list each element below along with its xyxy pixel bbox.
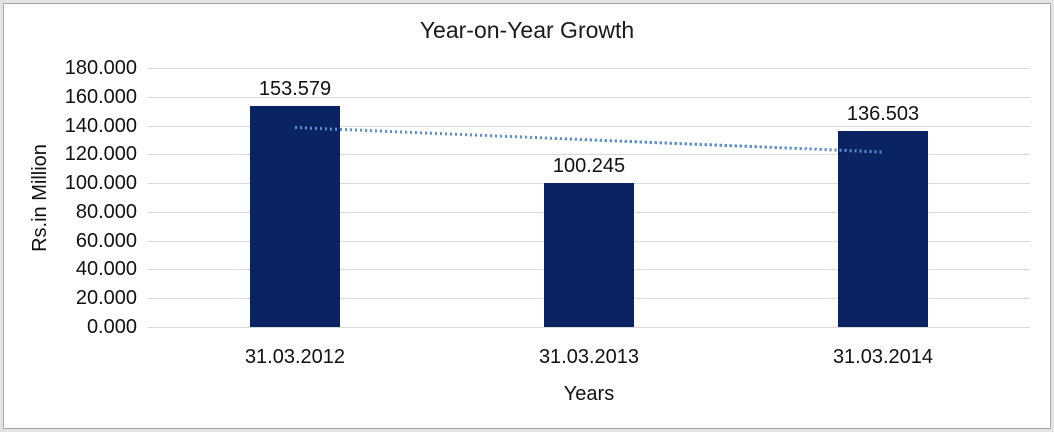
data-label: 100.245 bbox=[552, 155, 626, 177]
x-axis-category-label: 31.03.2013 bbox=[538, 346, 640, 368]
chart-title: Year-on-Year Growth bbox=[419, 17, 635, 43]
x-axis-category-label: 31.03.2012 bbox=[244, 346, 346, 368]
gridline bbox=[148, 327, 1030, 328]
gridline bbox=[148, 68, 1030, 69]
y-axis-tick-label: 40.000 bbox=[75, 258, 137, 280]
y-axis-tick-label: 160.000 bbox=[64, 86, 137, 108]
y-axis-tick-label: 60.000 bbox=[75, 230, 137, 252]
y-axis-tick-label: 180.000 bbox=[64, 57, 137, 79]
bar bbox=[544, 183, 634, 327]
x-axis-title: Years bbox=[563, 383, 615, 405]
gridline bbox=[148, 97, 1030, 98]
data-label: 153.579 bbox=[258, 78, 332, 100]
y-axis-tick-label: 120.000 bbox=[64, 143, 137, 165]
trendline bbox=[294, 126, 884, 154]
gridline bbox=[148, 154, 1030, 155]
y-axis-tick-label: 80.000 bbox=[75, 201, 137, 223]
y-axis-tick-label: 0.000 bbox=[86, 316, 137, 338]
y-axis-tick-label: 20.000 bbox=[75, 287, 137, 309]
y-axis-tick-label: 100.000 bbox=[64, 172, 137, 194]
y-axis-tick-label: 140.000 bbox=[64, 115, 137, 137]
bar bbox=[838, 131, 928, 327]
bar bbox=[250, 106, 340, 327]
gridline bbox=[148, 126, 1030, 127]
x-axis-category-label: 31.03.2014 bbox=[832, 346, 934, 368]
data-label: 136.503 bbox=[846, 103, 920, 125]
